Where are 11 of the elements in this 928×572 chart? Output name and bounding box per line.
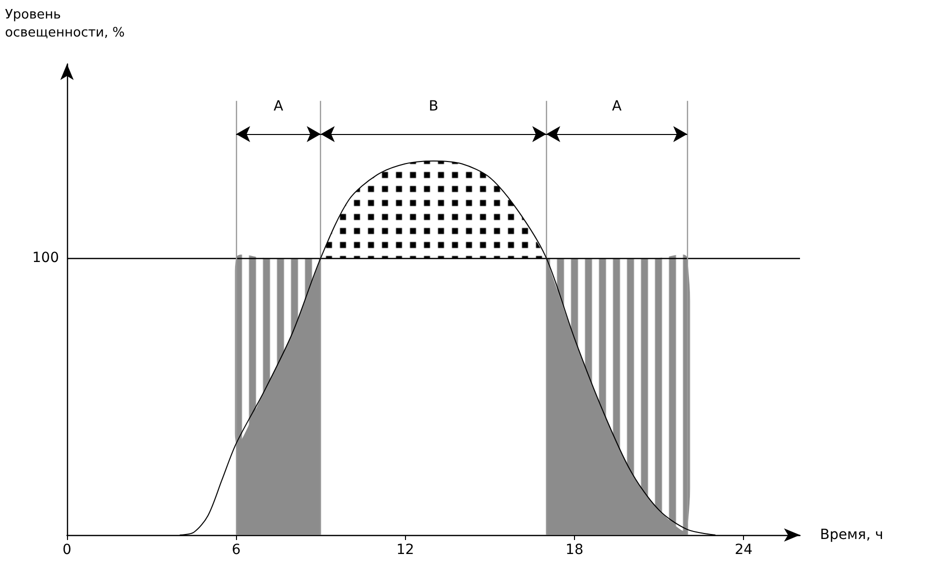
x-tick-label: 12 bbox=[396, 542, 414, 558]
y-axis-title: Уровень освещенности, % bbox=[5, 8, 125, 40]
annotation: B bbox=[428, 98, 438, 114]
annotation: A bbox=[274, 98, 284, 114]
x-tick-label: 0 bbox=[62, 542, 72, 558]
x-tick-label: 6 bbox=[232, 542, 241, 558]
x-axis-title: Время, ч bbox=[820, 527, 884, 543]
x-tick-label: 24 bbox=[734, 542, 753, 558]
annotation: A bbox=[612, 98, 622, 114]
y-tick-label: 100 bbox=[32, 250, 59, 266]
x-tick-label: 18 bbox=[566, 542, 584, 558]
